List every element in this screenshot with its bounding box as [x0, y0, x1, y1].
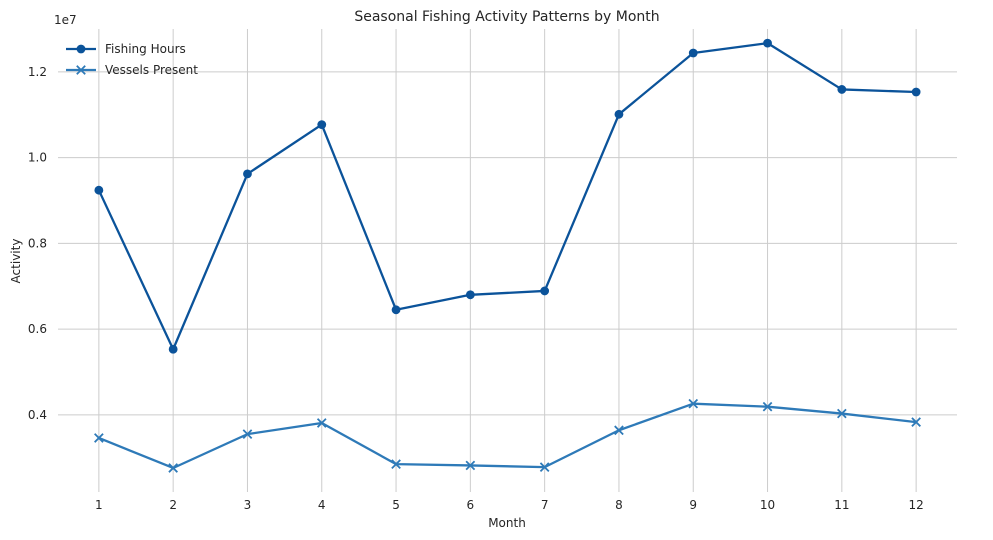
- fishing-hours-point: [911, 87, 921, 97]
- vessels-present-point: [94, 433, 104, 443]
- y-tick-label: 0.6: [28, 322, 47, 336]
- fishing-hours-point: [168, 344, 178, 354]
- x-tick-label: 10: [760, 498, 775, 512]
- vessels-present-point: [465, 460, 476, 471]
- vessels-present-point: [539, 462, 550, 472]
- legend-label-fishing-hours: Fishing Hours: [105, 42, 186, 56]
- y-tick-label: 1.2: [28, 65, 47, 79]
- y-tick-label: 0.8: [28, 236, 47, 250]
- series-layer: [94, 38, 921, 473]
- vessels-present-line: [98, 402, 917, 470]
- x-tick-label: 7: [541, 498, 549, 512]
- vessels-present-point: [391, 459, 401, 469]
- plot-area: [58, 29, 957, 492]
- vessels-present-point: [688, 398, 699, 409]
- legend-marker-vessels-present: [76, 65, 86, 75]
- x-tick-label: 4: [318, 498, 326, 512]
- y-tick-labels: 0.4 0.6 0.8 1.0 1.2: [28, 65, 47, 422]
- vessels-present-point: [911, 417, 921, 427]
- x-tick-label: 2: [169, 498, 177, 512]
- vessels-present-point: [614, 425, 624, 436]
- y-axis-label: Activity: [9, 239, 23, 284]
- vessels-present-point: [837, 408, 847, 419]
- vessels-present-point: [168, 463, 178, 473]
- vessels-present-point: [316, 418, 327, 428]
- x-tick-labels: 1 2 3 4 5 6 7 8 9 10 11 12: [95, 498, 924, 512]
- vessels-present-point: [762, 401, 773, 412]
- x-tick-label: 3: [244, 498, 252, 512]
- y-tick-label: 1.0: [28, 151, 47, 165]
- fishing-hours-point: [391, 305, 401, 315]
- fishing-hours-line: [97, 42, 917, 351]
- fishing-hours-point: [540, 286, 550, 296]
- legend: Fishing Hours Vessels Present: [66, 42, 198, 77]
- x-tick-label: 8: [615, 498, 623, 512]
- y-offset-label: 1e7: [54, 13, 77, 27]
- fishing-hours-point: [763, 38, 772, 48]
- x-axis-label: Month: [488, 516, 526, 530]
- fishing-hours-point: [465, 290, 475, 300]
- x-tick-label: 9: [689, 498, 697, 512]
- y-tick-label: 0.4: [28, 408, 47, 422]
- fishing-hours-point: [614, 109, 624, 119]
- x-tick-label: 1: [95, 498, 103, 512]
- fishing-hours-point: [837, 85, 847, 94]
- x-tick-label: 12: [908, 498, 923, 512]
- grid-lines: [58, 29, 957, 492]
- fishing-hours-point: [94, 185, 104, 195]
- chart-title: Seasonal Fishing Activity Patterns by Mo…: [354, 9, 659, 25]
- fishing-hours-point: [243, 169, 252, 179]
- x-tick-label: 6: [467, 498, 475, 512]
- legend-label-vessels-present: Vessels Present: [105, 63, 198, 77]
- x-tick-label: 11: [834, 498, 849, 512]
- fishing-hours-point: [688, 48, 698, 58]
- vessels-present-point: [242, 429, 253, 439]
- x-tick-label: 5: [392, 498, 400, 512]
- fishing-hours-point: [317, 120, 327, 130]
- legend-marker-fishing-hours: [76, 44, 86, 54]
